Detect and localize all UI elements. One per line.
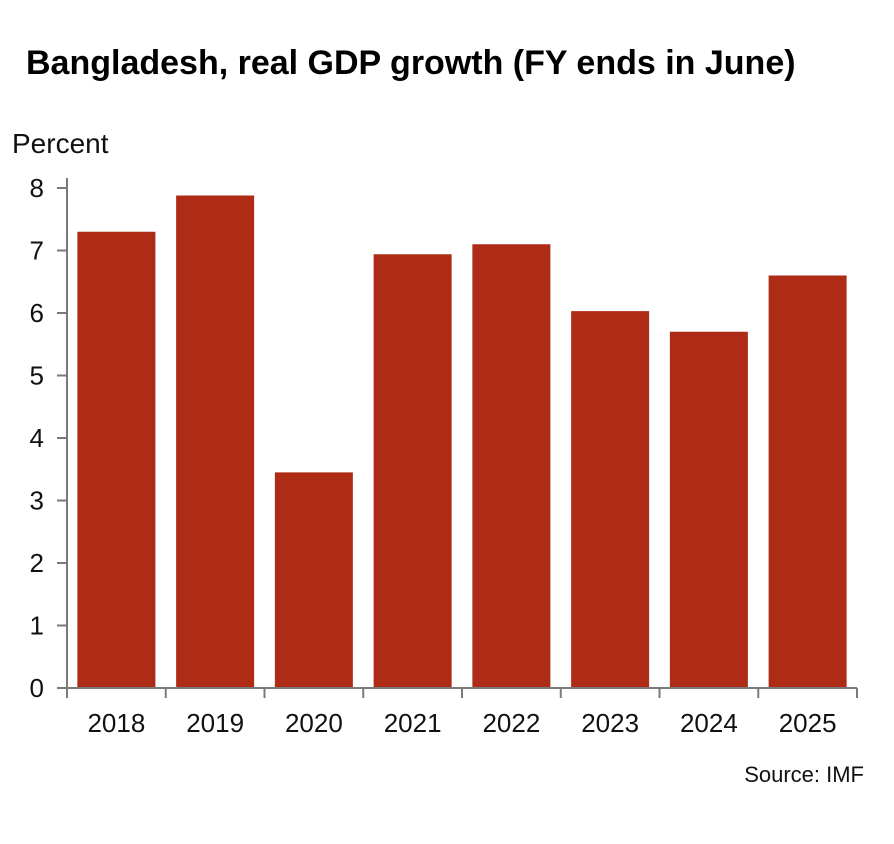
y-tick-label-8: 8 xyxy=(30,173,44,203)
x-tick-label-2024: 2024 xyxy=(680,708,738,738)
x-tick-label-2025: 2025 xyxy=(779,708,837,738)
y-tick-label-0: 0 xyxy=(30,673,44,703)
x-tick-label-2019: 2019 xyxy=(186,708,244,738)
x-tick-label-2021: 2021 xyxy=(384,708,442,738)
y-tick-label-7: 7 xyxy=(30,236,44,266)
bar-2019 xyxy=(176,195,255,688)
labels-layer: 0 1 2 3 4 5 6 7 8 2018 2019 2020 2021 2022 2023 2024 202… xyxy=(30,173,837,738)
x-tick-label-2018: 2018 xyxy=(87,708,145,738)
y-tick-label-5: 5 xyxy=(30,361,44,391)
axes-layer xyxy=(57,178,858,698)
bar-2024 xyxy=(669,331,748,688)
y-axis-label: Percent xyxy=(12,128,109,159)
bar-2021 xyxy=(373,254,452,688)
y-tick-label-6: 6 xyxy=(30,298,44,328)
bars-layer xyxy=(77,195,847,689)
x-tick-label-2022: 2022 xyxy=(482,708,540,738)
y-tick-label-4: 4 xyxy=(30,423,44,453)
bar-2025 xyxy=(768,275,847,688)
x-tick-label-2023: 2023 xyxy=(581,708,639,738)
source-note: Source: IMF xyxy=(744,762,864,787)
y-tick-label-2: 2 xyxy=(30,548,44,578)
bar-2022 xyxy=(472,244,551,688)
bar-2018 xyxy=(77,231,156,688)
bar-2020 xyxy=(274,472,353,689)
chart-title: Bangladesh, real GDP growth (FY ends in … xyxy=(26,44,796,82)
x-tick-label-2020: 2020 xyxy=(285,708,343,738)
y-tick-label-1: 1 xyxy=(30,611,44,641)
bar-2023 xyxy=(571,311,650,689)
y-tick-label-3: 3 xyxy=(30,486,44,516)
